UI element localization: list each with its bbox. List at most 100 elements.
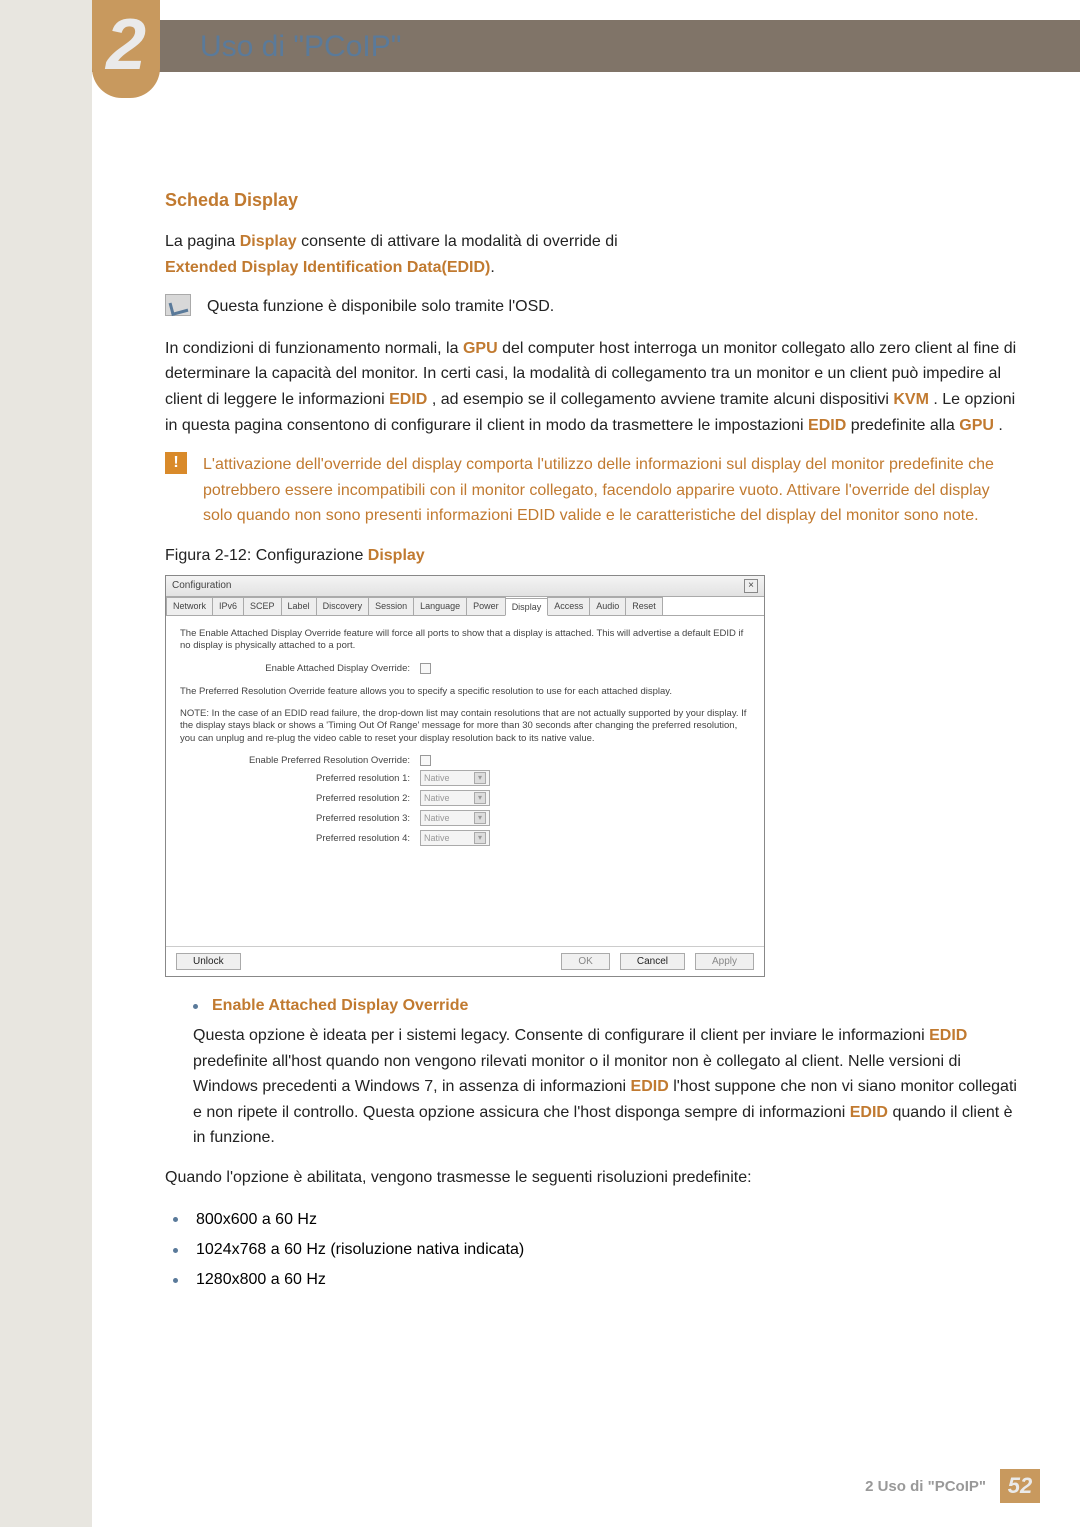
- tab-power[interactable]: Power: [466, 597, 506, 615]
- opt-edid3: EDID: [850, 1104, 888, 1121]
- info-note-text: Questa funzione è disponibile solo trami…: [207, 294, 554, 320]
- intro-paragraph: La pagina Display consente di attivare l…: [165, 229, 1020, 280]
- warning-text: L'attivazione dell'override del display …: [203, 452, 1020, 529]
- chevron-down-icon: ▾: [474, 772, 486, 784]
- tab-scep[interactable]: SCEP: [243, 597, 282, 615]
- dialog-title: Configuration: [172, 580, 231, 591]
- chapter-number-badge: 2: [92, 0, 160, 98]
- footer-text: 2 Uso di "PCoIP": [865, 1478, 986, 1495]
- tab-ipv6[interactable]: IPv6: [212, 597, 244, 615]
- page-content: Scheda Display La pagina Display consent…: [165, 190, 1020, 1296]
- p2-f: .: [998, 417, 1002, 434]
- after-option-text: Quando l'opzione è abilitata, vengono tr…: [165, 1165, 1020, 1191]
- option-title: Enable Attached Display Override: [212, 997, 468, 1015]
- opt-edid: EDID: [929, 1027, 967, 1044]
- page-footer: 2 Uso di "PCoIP" 52: [865, 1469, 1040, 1503]
- res4-value: Native: [424, 833, 450, 843]
- tab-reset[interactable]: Reset: [625, 597, 663, 615]
- p2-c: , ad esempio se il collegamento avviene …: [432, 391, 894, 408]
- list-item: 1024x768 a 60 Hz (risoluzione nativa ind…: [171, 1235, 1020, 1265]
- figure-prefix: Figura 2-12: Configurazione: [165, 547, 368, 564]
- gpu-keyword-2: GPU: [959, 417, 994, 434]
- res1-row: Preferred resolution 1: Native ▾: [180, 770, 750, 786]
- warning-note: ! L'attivazione dell'override del displa…: [165, 452, 1020, 529]
- bullet-icon: [193, 1004, 198, 1009]
- enable-preferred-checkbox[interactable]: [420, 755, 431, 766]
- tab-session[interactable]: Session: [368, 597, 414, 615]
- tab-access[interactable]: Access: [547, 597, 590, 615]
- tab-display[interactable]: Display: [505, 598, 549, 616]
- tab-discovery[interactable]: Discovery: [316, 597, 370, 615]
- opt-edid2: EDID: [631, 1078, 669, 1095]
- figure-hl: Display: [368, 547, 425, 564]
- res-item-2: 1280x800 a 60 Hz: [196, 1265, 326, 1295]
- res2-value: Native: [424, 793, 450, 803]
- intro-period: .: [490, 259, 494, 276]
- close-icon[interactable]: ×: [744, 579, 758, 593]
- tab-label[interactable]: Label: [281, 597, 317, 615]
- res1-select[interactable]: Native ▾: [420, 770, 490, 786]
- res1-value: Native: [424, 773, 450, 783]
- configuration-dialog: Configuration × Network IPv6 SCEP Label …: [165, 575, 765, 977]
- res4-select[interactable]: Native ▾: [420, 830, 490, 846]
- dialog-body: The Enable Attached Display Override fea…: [166, 616, 764, 946]
- option-text: Questa opzione è ideata per i sistemi le…: [193, 1023, 1020, 1151]
- edid-keyword-2: EDID: [389, 391, 427, 408]
- gpu-keyword: GPU: [463, 340, 498, 357]
- resolution-list: 800x600 a 60 Hz 1024x768 a 60 Hz (risolu…: [171, 1205, 1020, 1296]
- res-item-1: 1024x768 a 60 Hz (risoluzione nativa ind…: [196, 1235, 524, 1265]
- res3-row: Preferred resolution 3: Native ▾: [180, 810, 750, 826]
- res2-row: Preferred resolution 2: Native ▾: [180, 790, 750, 806]
- paragraph-2: In condizioni di funzionamento normali, …: [165, 336, 1020, 438]
- option-block: Enable Attached Display Override Questa …: [193, 997, 1020, 1151]
- tab-network[interactable]: Network: [166, 597, 213, 615]
- dialog-para-3: NOTE: In the case of an EDID read failur…: [180, 708, 750, 745]
- res4-row: Preferred resolution 4: Native ▾: [180, 830, 750, 846]
- p2-e: predefinite alla: [851, 417, 960, 434]
- list-item: 1280x800 a 60 Hz: [171, 1265, 1020, 1295]
- enable-attached-checkbox[interactable]: [420, 663, 431, 674]
- enable-attached-label: Enable Attached Display Override:: [180, 663, 420, 674]
- res-item-0: 800x600 a 60 Hz: [196, 1205, 317, 1235]
- res3-select[interactable]: Native ▾: [420, 810, 490, 826]
- left-sidebar: [0, 0, 92, 1527]
- list-item: 800x600 a 60 Hz: [171, 1205, 1020, 1235]
- dialog-para-2: The Preferred Resolution Override featur…: [180, 686, 750, 698]
- chevron-down-icon: ▾: [474, 832, 486, 844]
- intro-text-b: consente di attivare la modalità di over…: [301, 233, 618, 250]
- figure-caption: Figura 2-12: Configurazione Display: [165, 547, 1020, 565]
- edid-keyword-3: EDID: [808, 417, 846, 434]
- dialog-para-1: The Enable Attached Display Override fea…: [180, 628, 750, 653]
- edid-keyword: Extended Display Identification Data(EDI…: [165, 259, 490, 276]
- intro-text-a: La pagina: [165, 233, 240, 250]
- kvm-keyword: KVM: [893, 391, 929, 408]
- res3-value: Native: [424, 813, 450, 823]
- chapter-title: Uso di "PCoIP": [200, 30, 401, 64]
- enable-attached-row: Enable Attached Display Override:: [180, 663, 750, 674]
- info-icon: [165, 294, 191, 316]
- ok-button[interactable]: OK: [561, 953, 609, 970]
- tab-audio[interactable]: Audio: [589, 597, 626, 615]
- dialog-titlebar: Configuration ×: [166, 576, 764, 597]
- res3-label: Preferred resolution 3:: [180, 813, 420, 824]
- res2-select[interactable]: Native ▾: [420, 790, 490, 806]
- p2-a: In condizioni di funzionamento normali, …: [165, 340, 463, 357]
- chevron-down-icon: ▾: [474, 792, 486, 804]
- page-number: 52: [1000, 1469, 1040, 1503]
- dialog-tabs: Network IPv6 SCEP Label Discovery Sessio…: [166, 597, 764, 616]
- display-keyword: Display: [240, 233, 297, 250]
- section-heading: Scheda Display: [165, 190, 1020, 211]
- unlock-button[interactable]: Unlock: [176, 953, 241, 970]
- res1-label: Preferred resolution 1:: [180, 773, 420, 784]
- res4-label: Preferred resolution 4:: [180, 833, 420, 844]
- apply-button[interactable]: Apply: [695, 953, 754, 970]
- warning-icon: !: [165, 452, 187, 474]
- cancel-button[interactable]: Cancel: [620, 953, 685, 970]
- chevron-down-icon: ▾: [474, 812, 486, 824]
- enable-preferred-label: Enable Preferred Resolution Override:: [180, 755, 420, 766]
- enable-preferred-row: Enable Preferred Resolution Override:: [180, 755, 750, 766]
- info-note: Questa funzione è disponibile solo trami…: [165, 294, 1020, 320]
- tab-language[interactable]: Language: [413, 597, 467, 615]
- res2-label: Preferred resolution 2:: [180, 793, 420, 804]
- opt-a: Questa opzione è ideata per i sistemi le…: [193, 1027, 929, 1044]
